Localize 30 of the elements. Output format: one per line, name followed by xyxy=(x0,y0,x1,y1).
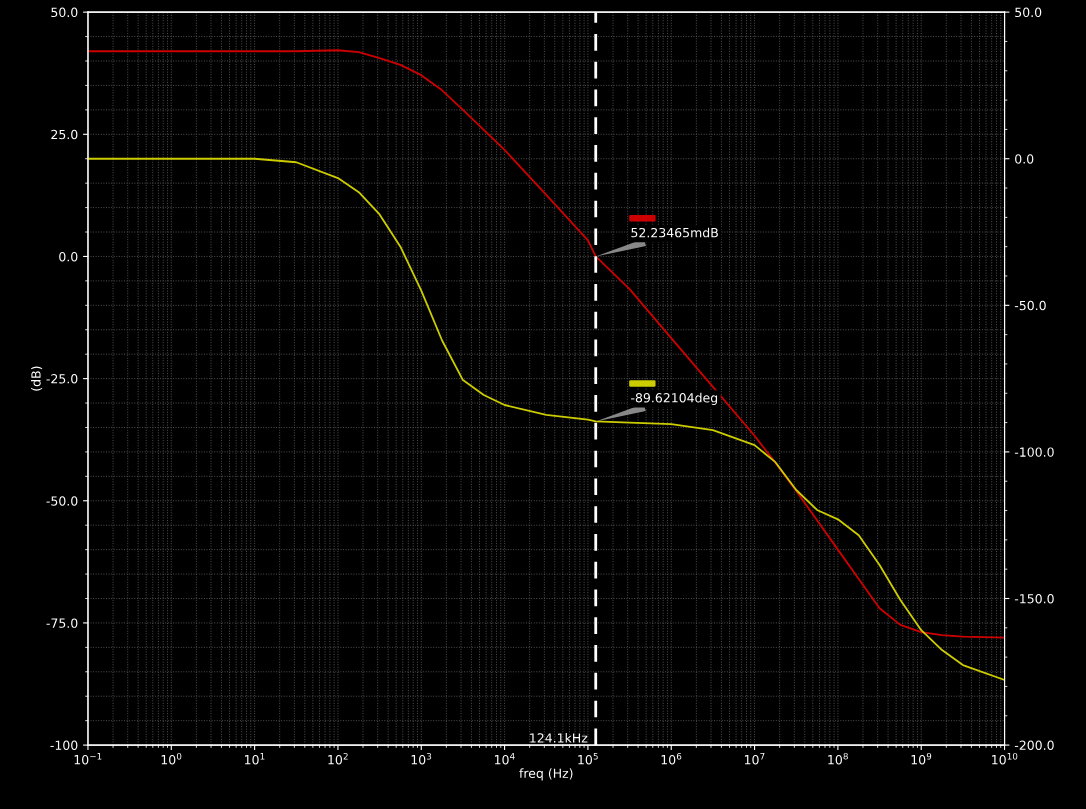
x-axis-title: freq (Hz) xyxy=(519,768,573,781)
x-tick-label: 10$^{2}$ xyxy=(328,752,348,765)
y-tick-label: 25.0 xyxy=(51,129,78,140)
x-tick-label: 10$^{9}$ xyxy=(911,752,932,765)
x-tick-label: 10$^{7}$ xyxy=(744,753,765,765)
x-tick-label: 10$^{4}$ xyxy=(494,753,515,765)
x-tick-label: 10$^{0}$ xyxy=(161,752,182,765)
x-tick-label: 10$^{3}$ xyxy=(411,752,432,765)
y2-tick-label: -100.0 xyxy=(1014,447,1054,457)
annotation: -89.62104deg xyxy=(631,392,718,405)
y-tick-label: 50.0 xyxy=(51,7,78,18)
x-tick-label: 10$^{5}$ xyxy=(578,753,598,765)
x-tick-label: 10$^{−1}$ xyxy=(74,753,102,765)
ref-line-label: 124.1kHz xyxy=(530,732,588,743)
y-axis-title: (dB) xyxy=(31,366,43,391)
y2-tick-label: -200.0 xyxy=(1014,740,1054,751)
y-tick-label: -75.0 xyxy=(46,618,78,628)
x-tick-label: 10$^{10}$ xyxy=(992,752,1018,765)
y2-tick-label: 50.0 xyxy=(1015,7,1042,18)
y-tick-label: 0.0 xyxy=(59,251,78,262)
x-tick-label: 10$^{1}$ xyxy=(244,753,265,765)
y-tick-label: -50.0 xyxy=(46,496,78,506)
annotation: 52.23465mdB xyxy=(631,227,718,238)
y2-tick-label: -150.0 xyxy=(1014,593,1054,604)
y2-tick-label: 0.0 xyxy=(1015,154,1034,164)
y-tick-label: -100 xyxy=(50,740,78,751)
y-tick-label: -25.0 xyxy=(46,374,78,384)
y2-tick-label: -50.0 xyxy=(1014,300,1046,311)
x-tick-label: 10$^{8}$ xyxy=(828,752,848,765)
x-tick-label: 10$^{6}$ xyxy=(661,752,682,765)
